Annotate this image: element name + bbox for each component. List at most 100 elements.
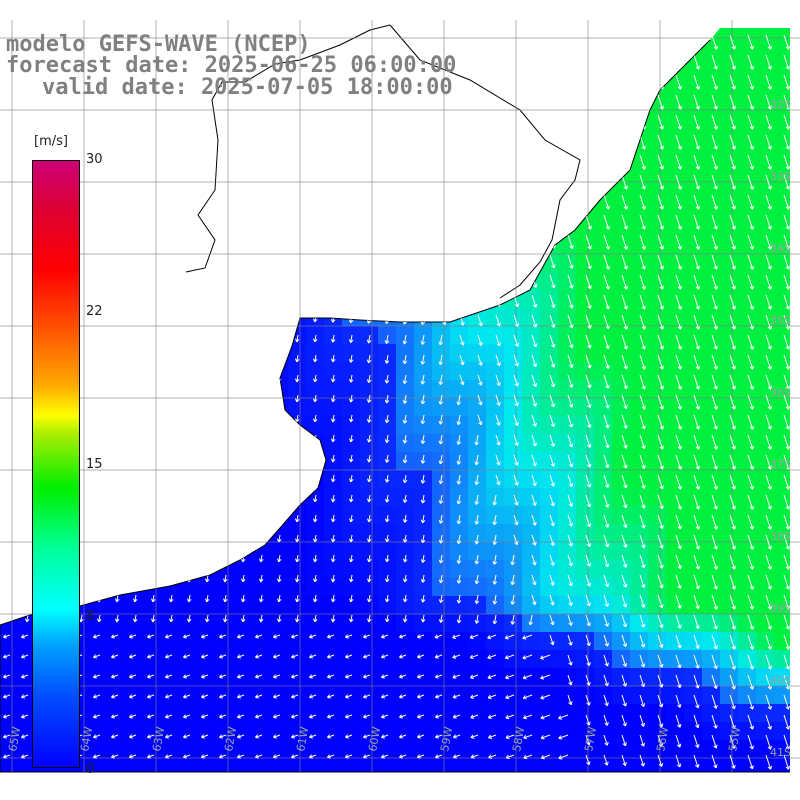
wind-speed-cell: [558, 28, 577, 39]
wind-arrow: [495, 254, 502, 268]
wind-speed-cell: [486, 524, 505, 543]
wind-arrow: [675, 614, 682, 629]
wind-speed-cell: [522, 596, 541, 615]
wind-arrow: [492, 494, 497, 506]
wind-speed-cell: [234, 524, 253, 543]
wind-arrow: [168, 134, 174, 143]
wind-arrow: [693, 294, 700, 310]
wind-speed-cell: [234, 146, 253, 165]
wind-speed-cell: [108, 362, 127, 381]
wind-speed-cell: [720, 740, 739, 759]
wind-arrow: [312, 414, 318, 423]
wind-arrow: [24, 94, 30, 103]
wind-speed-cell: [324, 128, 343, 147]
wind-arrow: [621, 474, 628, 489]
wind-speed-cell: [450, 92, 469, 111]
wind-speed-cell: [432, 362, 451, 381]
wind-arrow: [423, 154, 429, 167]
wind-speed-cell: [162, 236, 181, 255]
wind-arrow: [675, 394, 682, 410]
wind-speed-cell: [378, 416, 397, 435]
wind-arrow: [729, 474, 736, 490]
wind-speed-cell: [720, 128, 739, 147]
wind-speed-cell: [540, 308, 559, 327]
wind-arrow: [258, 154, 264, 163]
wind-speed-cell: [90, 542, 109, 561]
wind-speed-cell: [396, 272, 415, 291]
wind-speed-cell: [108, 308, 127, 327]
wind-arrow: [438, 554, 444, 564]
wind-speed-cell: [342, 254, 361, 273]
colorbar-tick-15: 15: [86, 457, 103, 472]
wind-speed-cell: [54, 776, 73, 795]
wind-speed-cell: [108, 164, 127, 183]
wind-speed-cell: [720, 344, 739, 363]
wind-speed-cell: [756, 614, 775, 633]
wind-arrow: [639, 174, 646, 190]
wind-arrow: [219, 634, 227, 639]
wind-arrow: [657, 594, 664, 609]
wind-speed-cell: [594, 560, 613, 579]
wind-speed-cell: [558, 380, 577, 399]
wind-arrow: [693, 474, 700, 490]
wind-speed-cell: [360, 434, 379, 453]
wind-speed-cell: [162, 506, 181, 525]
wind-speed-cell: [198, 470, 217, 489]
wind-speed-cell: [684, 614, 703, 633]
wind-arrow: [531, 414, 538, 427]
wind-arrow: [168, 174, 174, 183]
wind-speed-cell: [756, 488, 775, 507]
wind-speed-cell: [432, 128, 451, 147]
wind-speed-cell: [702, 776, 721, 795]
wind-speed-cell: [162, 470, 181, 489]
wind-arrow: [438, 354, 444, 366]
wind-arrow: [513, 34, 520, 50]
wind-speed-cell: [666, 362, 685, 381]
wind-arrow: [258, 274, 264, 283]
wind-speed-cell: [378, 128, 397, 147]
wind-arrow: [603, 274, 610, 290]
wind-arrow: [585, 234, 592, 250]
wind-speed-cell: [252, 776, 271, 795]
wind-arrow: [114, 334, 120, 343]
wind-speed-cell: [378, 344, 397, 363]
wind-arrow: [168, 434, 174, 443]
wind-speed-cell: [666, 38, 685, 57]
wind-speed-cell: [360, 128, 379, 147]
wind-arrow: [495, 234, 502, 248]
wind-speed-cell: [720, 452, 739, 471]
wind-speed-cell: [216, 578, 235, 597]
wind-speed-cell: [702, 596, 721, 615]
wind-speed-cell: [378, 110, 397, 129]
wind-arrow: [114, 314, 120, 323]
wind-speed-cell: [342, 344, 361, 363]
wind-speed-cell: [576, 614, 595, 633]
wind-speed-cell: [540, 452, 559, 471]
wind-arrow: [366, 194, 372, 205]
wind-speed-cell: [702, 182, 721, 201]
wind-speed-cell: [324, 740, 343, 759]
wind-speed-cell: [432, 740, 451, 759]
wind-arrow: [78, 554, 84, 563]
wind-speed-cell: [756, 596, 775, 615]
wind-arrow: [276, 534, 282, 543]
wind-speed-cell: [162, 434, 181, 453]
wind-arrow: [747, 34, 754, 50]
wind-speed-cell: [576, 146, 595, 165]
wind-speed-cell: [162, 128, 181, 147]
wind-speed-cell: [756, 776, 775, 795]
wind-arrow: [150, 454, 156, 463]
wind-speed-cell: [270, 380, 289, 399]
wind-arrow: [747, 574, 754, 590]
wind-speed-cell: [0, 740, 19, 759]
wind-speed-cell: [288, 362, 307, 381]
wind-speed-cell: [162, 560, 181, 579]
wind-arrow: [366, 474, 372, 483]
wind-speed-cell: [414, 182, 433, 201]
wind-speed-cell: [522, 182, 541, 201]
wind-speed-cell: [234, 398, 253, 417]
wind-arrow: [747, 514, 754, 530]
wind-arrow: [366, 374, 372, 384]
wind-speed-cell: [198, 704, 217, 723]
wind-arrow: [621, 394, 628, 410]
